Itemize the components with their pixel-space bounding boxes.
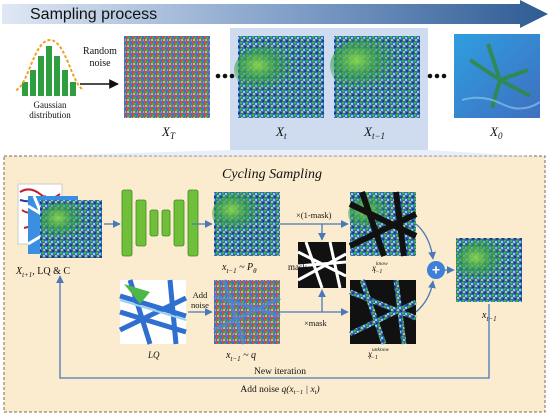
gaussian-bar [22,82,28,96]
times-mask-label: ×mask [304,318,327,328]
zoom-wedge [4,150,545,157]
gaussian-bar [54,56,60,96]
unet-block [187,189,199,257]
known-region-image [348,191,418,257]
unet-block [149,209,159,237]
times-inverse-mask-label: ×(1-mask) [296,210,332,220]
sampling-process-arrow [2,0,548,28]
ellipsis-dots-2 [427,73,447,79]
input-label: Xt+1, LQ & C [15,266,70,279]
known-label: xknow t−1 [371,261,388,275]
gaussian-bar [30,70,36,96]
gaussian-bar [38,56,44,96]
frame-Xt-label: Xt [275,124,287,141]
cycling-sampling-title: Cycling Sampling [222,167,322,182]
output-x-image [456,238,522,302]
gaussian-label-line2: distribution [29,110,71,120]
predicted-x-image [212,192,280,256]
pred-dist-label: xt−1 ~ Pθ [221,262,257,275]
gaussian-curve [15,38,85,91]
plus-icon: + [427,261,445,279]
gaussian-bar [70,82,76,96]
unet-block [121,189,133,257]
mask-image [297,241,347,289]
frame-Xt-image [234,36,324,118]
flow-arrows [56,220,490,379]
gaussian-bar [46,46,52,96]
unknown-label: xunknow t−1 [367,347,389,361]
unet-network-icon [121,189,199,257]
lq-image [118,279,188,345]
frame-XT-image [124,36,210,118]
new-iteration-label: New iteration [254,367,306,377]
input-stack-image [17,183,102,258]
random-noise-label-line1: Random [83,46,117,57]
noised-lq-image [213,279,281,345]
unet-block [161,209,171,237]
gaussian-label-line1: Gaussian [34,100,67,110]
add-noise-line2: noise [191,300,209,310]
frame-Xt-1-label: Xt−1 [363,124,385,141]
ellipsis-dots-1 [215,73,235,79]
frame-X0-image [454,34,541,118]
gaussian-bar [62,70,68,96]
unknown-region-image [348,279,418,345]
mask-label: mask [288,262,307,272]
lq-label: LQ [147,350,160,360]
frame-X0-label: X0 [489,124,503,141]
random-noise-label-line2: noise [89,58,111,69]
add-noise-q-label: Add noise q(xt−1 | xt) [240,384,319,396]
frame-Xt-1-image [330,36,420,118]
add-noise-line1: Add [193,290,208,300]
frame-XT-label: XT [161,124,176,141]
q-dist-label: xt−1 ~ q [225,350,256,363]
plus-symbol: + [432,262,440,278]
unet-block [173,199,185,247]
output-label: xt−1 [481,310,497,323]
gaussian-distribution-icon [15,38,85,96]
header-title: Sampling process [30,6,157,23]
unet-block [135,199,147,247]
